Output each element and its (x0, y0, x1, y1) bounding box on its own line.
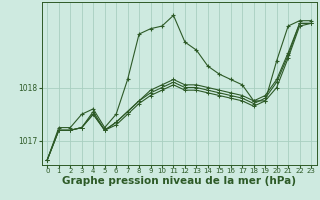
X-axis label: Graphe pression niveau de la mer (hPa): Graphe pression niveau de la mer (hPa) (62, 176, 296, 186)
